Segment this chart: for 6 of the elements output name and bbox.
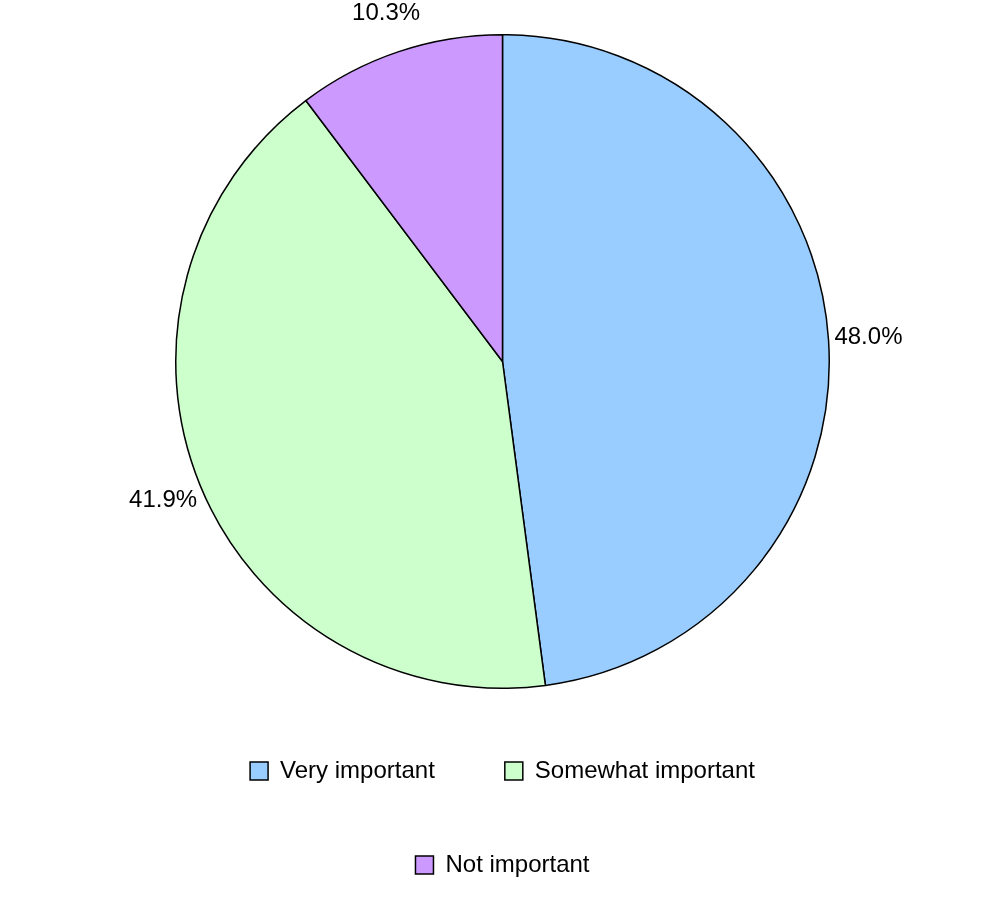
legend-label: Very important [280, 755, 436, 783]
legend-label: Not important [445, 849, 590, 877]
data-label: 41.9% [129, 485, 198, 513]
data-label: 10.3% [352, 0, 421, 26]
legend-label: Somewhat important [534, 755, 756, 783]
data-label: 48.0% [834, 321, 903, 349]
